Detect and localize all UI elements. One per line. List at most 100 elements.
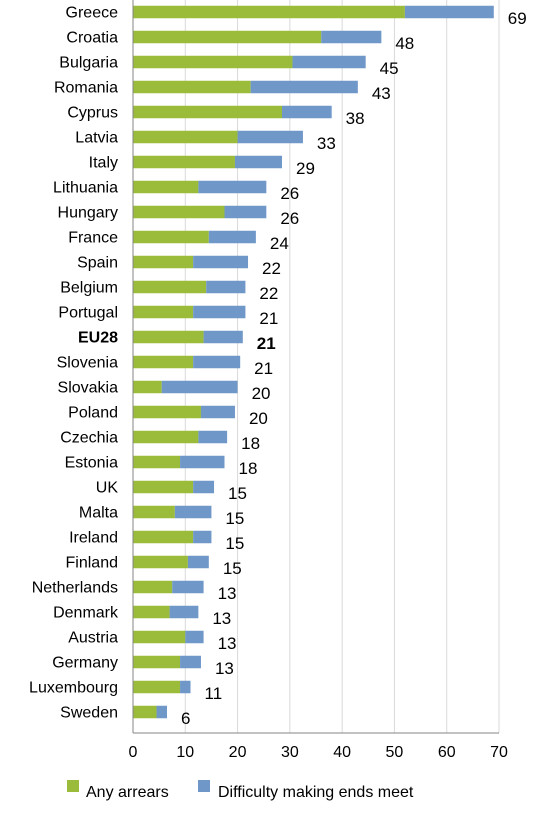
- total-label: 13: [218, 634, 237, 653]
- total-label: 69: [508, 9, 527, 28]
- bar-any-arrears: [133, 480, 194, 494]
- total-label: 21: [254, 359, 273, 378]
- category-label: Cyprus: [67, 105, 118, 122]
- category-label: Ireland: [69, 530, 118, 547]
- bar-any-arrears: [133, 5, 405, 19]
- bar-difficulty-making-ends-meet: [208, 230, 256, 244]
- category-label: France: [68, 230, 118, 247]
- total-label: 15: [228, 484, 247, 503]
- bar-any-arrears: [133, 555, 188, 569]
- category-label: Italy: [89, 155, 118, 172]
- x-tick-label: 0: [129, 744, 138, 761]
- total-label: 13: [215, 659, 234, 678]
- legend-label-difficulty-making-ends-meet: Difficulty making ends meet: [218, 784, 414, 801]
- bar-difficulty-making-ends-meet: [174, 505, 212, 519]
- category-label: Estonia: [65, 455, 118, 472]
- bar-any-arrears: [133, 155, 235, 169]
- bar-any-arrears: [133, 255, 194, 269]
- bar-difficulty-making-ends-meet: [198, 430, 228, 444]
- total-label: 38: [346, 109, 365, 128]
- category-label: Austria: [68, 630, 118, 647]
- category-label: Luxembourg: [29, 680, 118, 697]
- category-label: Croatia: [66, 30, 118, 47]
- bar-any-arrears: [133, 680, 181, 694]
- bar-any-arrears: [133, 330, 204, 344]
- bar-difficulty-making-ends-meet: [224, 205, 267, 219]
- x-tick-label: 30: [281, 744, 299, 761]
- category-label: Lithuania: [53, 180, 118, 197]
- category-label: Romania: [54, 80, 118, 97]
- category-label: Malta: [79, 505, 118, 522]
- bar-any-arrears: [133, 380, 162, 394]
- total-label: 6: [181, 709, 190, 728]
- x-tick-label: 40: [333, 744, 351, 761]
- bar-difficulty-making-ends-meet: [193, 305, 246, 319]
- bar-any-arrears: [133, 180, 199, 194]
- legend-swatch-any-arrears: [67, 780, 79, 792]
- bar-difficulty-making-ends-meet: [282, 105, 332, 119]
- bar-difficulty-making-ends-meet: [193, 480, 215, 494]
- category-label: Greece: [66, 5, 119, 22]
- total-label: 13: [218, 584, 237, 603]
- legend: Any arrears Difficulty making ends meet: [67, 780, 414, 801]
- bar-any-arrears: [133, 105, 283, 119]
- total-label: 11: [205, 684, 223, 703]
- bar-any-arrears: [133, 230, 209, 244]
- legend-swatch-difficulty-making-ends-meet: [198, 780, 210, 792]
- category-label: Belgium: [60, 280, 118, 297]
- total-label: 13: [212, 609, 231, 628]
- bar-difficulty-making-ends-meet: [180, 655, 201, 669]
- x-tick-label: 20: [229, 744, 247, 761]
- bar-any-arrears: [133, 30, 322, 44]
- x-tick-label: 10: [176, 744, 194, 761]
- total-label: 33: [317, 134, 336, 153]
- total-label: 20: [249, 409, 268, 428]
- category-label: Slovenia: [57, 355, 118, 372]
- bar-any-arrears: [133, 705, 157, 719]
- bar-any-arrears: [133, 455, 181, 469]
- bar-any-arrears: [133, 505, 175, 519]
- x-tick-labels: 0 10 20 30 40 50 60 70: [129, 744, 508, 761]
- total-label: 18: [241, 434, 260, 453]
- category-label: Czechia: [60, 430, 118, 447]
- category-label: Portugal: [58, 305, 118, 322]
- bar-any-arrears: [133, 280, 207, 294]
- total-label: 26: [280, 184, 299, 203]
- category-label: Poland: [68, 405, 118, 422]
- category-label: Bulgaria: [59, 55, 118, 72]
- total-label: 20: [252, 384, 271, 403]
- total-label: 21: [259, 309, 278, 328]
- x-tick-label: 70: [490, 744, 508, 761]
- bar-any-arrears: [133, 430, 199, 444]
- total-label: 29: [296, 159, 315, 178]
- bar-difficulty-making-ends-meet: [203, 330, 243, 344]
- category-label: Hungary: [58, 205, 118, 222]
- bar-difficulty-making-ends-meet: [206, 280, 246, 294]
- bar-difficulty-making-ends-meet: [172, 580, 204, 594]
- x-tick-label: 60: [438, 744, 456, 761]
- bar-difficulty-making-ends-meet: [169, 605, 199, 619]
- bar-any-arrears: [133, 580, 173, 594]
- bar-difficulty-making-ends-meet: [234, 155, 283, 169]
- bar-difficulty-making-ends-meet: [193, 355, 241, 369]
- category-label: Finland: [66, 555, 118, 572]
- bar-difficulty-making-ends-meet: [180, 680, 191, 694]
- bar-difficulty-making-ends-meet: [292, 55, 366, 69]
- bar-difficulty-making-ends-meet: [187, 555, 209, 569]
- total-label: 18: [239, 459, 258, 478]
- category-label: Spain: [77, 255, 118, 272]
- bar-difficulty-making-ends-meet: [321, 30, 382, 44]
- category-label: Germany: [52, 655, 118, 672]
- category-labels: Greece Croatia Bulgaria Romania Cyprus Latvia…: [29, 5, 119, 722]
- total-label: 15: [225, 509, 244, 528]
- bar-difficulty-making-ends-meet: [200, 405, 235, 419]
- category-label: Netherlands: [32, 580, 118, 597]
- category-label: Sweden: [60, 705, 118, 722]
- bar-difficulty-making-ends-meet: [161, 380, 238, 394]
- total-label: 15: [223, 559, 242, 578]
- total-label: 26: [280, 209, 299, 228]
- bar-difficulty-making-ends-meet: [250, 80, 358, 94]
- total-label: 45: [380, 59, 399, 78]
- bar-difficulty-making-ends-meet: [198, 180, 267, 194]
- bar-any-arrears: [133, 205, 225, 219]
